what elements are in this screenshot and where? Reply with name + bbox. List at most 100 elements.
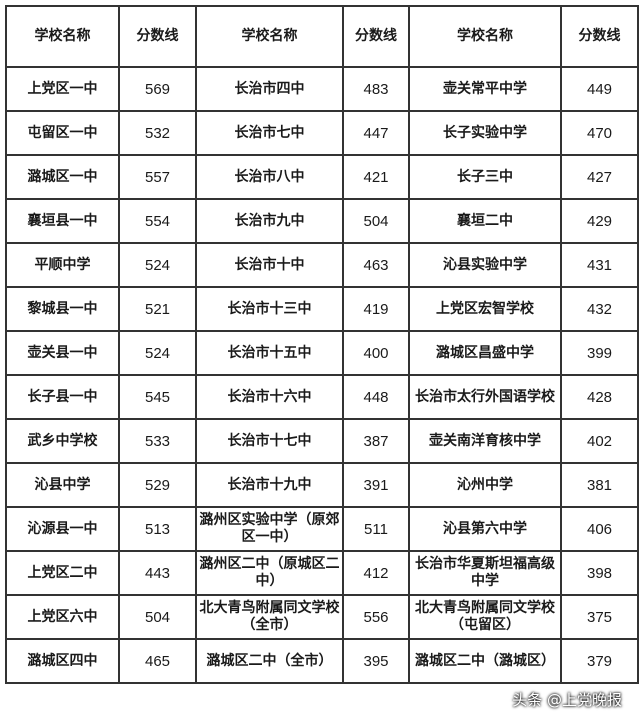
score-cell: 504 (342, 198, 410, 244)
table-row: 潞城区四中 465 潞城区二中（全市） 395 潞城区二中（潞城区） 379 (5, 638, 639, 684)
school-cell: 潞城区二中（全市） (195, 638, 344, 684)
score-cell: 533 (118, 418, 197, 464)
header-row: 学校名称 分数线 学校名称 分数线 学校名称 分数线 (5, 5, 639, 68)
score-cell: 395 (342, 638, 410, 684)
school-cell: 潞城区四中 (5, 638, 120, 684)
score-cell: 556 (342, 594, 410, 640)
school-cell: 长治市七中 (195, 110, 344, 156)
score-cell: 529 (118, 462, 197, 508)
score-cell: 465 (118, 638, 197, 684)
score-table: 学校名称 分数线 学校名称 分数线 学校名称 分数线 上党区一中 569 长治市四中 483 壶关… (5, 5, 639, 684)
school-cell: 潞州区二中（原城区二中） (195, 550, 344, 596)
score-cell: 400 (342, 330, 410, 376)
score-cell: 449 (560, 66, 639, 112)
school-cell: 潞城区一中 (5, 154, 120, 200)
school-cell: 上党区六中 (5, 594, 120, 640)
school-cell: 屯留区一中 (5, 110, 120, 156)
score-cell: 557 (118, 154, 197, 200)
score-cell: 391 (342, 462, 410, 508)
table-row: 平顺中学 524 长治市十中 463 沁县实验中学 431 (5, 242, 639, 288)
header-score: 分数线 (560, 5, 639, 68)
score-cell: 379 (560, 638, 639, 684)
header-school: 学校名称 (408, 5, 562, 68)
score-cell: 431 (560, 242, 639, 288)
score-cell: 428 (560, 374, 639, 420)
score-cell: 387 (342, 418, 410, 464)
school-cell: 上党区二中 (5, 550, 120, 596)
school-cell: 壶关常平中学 (408, 66, 562, 112)
school-cell: 潞州区实验中学（原郊区一中） (195, 506, 344, 552)
score-cell: 427 (560, 154, 639, 200)
school-cell: 北大青鸟附属同文学校（屯留区） (408, 594, 562, 640)
school-cell: 壶关南洋育核中学 (408, 418, 562, 464)
school-cell: 长子实验中学 (408, 110, 562, 156)
score-cell: 419 (342, 286, 410, 332)
score-cell: 569 (118, 66, 197, 112)
table-row: 上党区六中 504 北大青鸟附属同文学校（全市） 556 北大青鸟附属同文学校（屯留区）… (5, 594, 639, 640)
score-cell: 470 (560, 110, 639, 156)
school-cell: 长治市华夏斯坦福高级中学 (408, 550, 562, 596)
school-cell: 沁县实验中学 (408, 242, 562, 288)
school-cell: 长治市十六中 (195, 374, 344, 420)
school-cell: 长治市十五中 (195, 330, 344, 376)
school-cell: 襄垣县一中 (5, 198, 120, 244)
school-cell: 长子县一中 (5, 374, 120, 420)
score-cell: 483 (342, 66, 410, 112)
table-row: 沁县中学 529 长治市十九中 391 沁州中学 381 (5, 462, 639, 508)
table-row: 长子县一中 545 长治市十六中 448 长治市太行外国语学校 428 (5, 374, 639, 420)
score-cell: 504 (118, 594, 197, 640)
score-cell: 524 (118, 330, 197, 376)
score-cell: 412 (342, 550, 410, 596)
score-cell: 429 (560, 198, 639, 244)
school-cell: 襄垣二中 (408, 198, 562, 244)
score-cell: 448 (342, 374, 410, 420)
table-row: 襄垣县一中 554 长治市九中 504 襄垣二中 429 (5, 198, 639, 244)
score-cell: 524 (118, 242, 197, 288)
score-cell: 381 (560, 462, 639, 508)
school-cell: 潞城区昌盛中学 (408, 330, 562, 376)
table-row: 沁源县一中 513 潞州区实验中学（原郊区一中） 511 沁县第六中学 406 (5, 506, 639, 552)
header-school: 学校名称 (195, 5, 344, 68)
score-cell: 432 (560, 286, 639, 332)
score-cell: 532 (118, 110, 197, 156)
school-cell: 长治市十中 (195, 242, 344, 288)
header-score: 分数线 (118, 5, 197, 68)
score-cell: 421 (342, 154, 410, 200)
school-cell: 黎城县一中 (5, 286, 120, 332)
table-row: 屯留区一中 532 长治市七中 447 长子实验中学 470 (5, 110, 639, 156)
school-cell: 沁县第六中学 (408, 506, 562, 552)
table-row: 壶关县一中 524 长治市十五中 400 潞城区昌盛中学 399 (5, 330, 639, 376)
score-cell: 511 (342, 506, 410, 552)
school-cell: 上党区一中 (5, 66, 120, 112)
score-cell: 554 (118, 198, 197, 244)
school-cell: 长治市四中 (195, 66, 344, 112)
header-school: 学校名称 (5, 5, 120, 68)
school-cell: 长治市十七中 (195, 418, 344, 464)
table-row: 黎城县一中 521 长治市十三中 419 上党区宏智学校 432 (5, 286, 639, 332)
school-cell: 平顺中学 (5, 242, 120, 288)
score-cell: 447 (342, 110, 410, 156)
school-cell: 长子三中 (408, 154, 562, 200)
score-cell: 513 (118, 506, 197, 552)
score-cell: 398 (560, 550, 639, 596)
table-row: 武乡中学校 533 长治市十七中 387 壶关南洋育核中学 402 (5, 418, 639, 464)
header-score: 分数线 (342, 5, 410, 68)
score-cell: 521 (118, 286, 197, 332)
score-cell: 375 (560, 594, 639, 640)
school-cell: 沁源县一中 (5, 506, 120, 552)
school-cell: 长治市十九中 (195, 462, 344, 508)
school-cell: 沁县中学 (5, 462, 120, 508)
school-cell: 武乡中学校 (5, 418, 120, 464)
table-row: 上党区二中 443 潞州区二中（原城区二中） 412 长治市华夏斯坦福高级中学 398 (5, 550, 639, 596)
score-cell: 399 (560, 330, 639, 376)
school-cell: 上党区宏智学校 (408, 286, 562, 332)
school-cell: 长治市九中 (195, 198, 344, 244)
score-cell: 406 (560, 506, 639, 552)
watermark: 头条 @上党晚报 (512, 691, 622, 709)
table-row: 潞城区一中 557 长治市八中 421 长子三中 427 (5, 154, 639, 200)
school-cell: 长治市十三中 (195, 286, 344, 332)
score-cell: 463 (342, 242, 410, 288)
score-cell: 402 (560, 418, 639, 464)
school-cell: 长治市太行外国语学校 (408, 374, 562, 420)
school-cell: 长治市八中 (195, 154, 344, 200)
